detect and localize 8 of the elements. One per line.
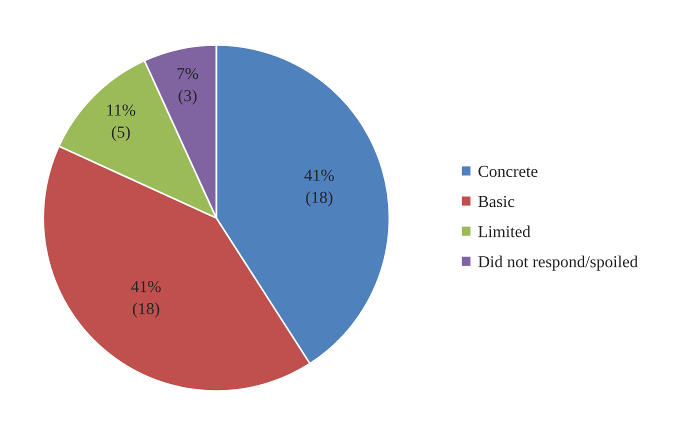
legend-label: Concrete [478,166,538,177]
data-label: 41% (18) [131,280,161,318]
data-label: 41% (18) [304,170,334,206]
data-label: 11% (5) [107,104,136,142]
legend-label: Limited [478,226,530,238]
legend-label: Did not respond/spoiled [478,256,638,271]
data-label: 7% (3) [178,68,198,105]
legend-label: Basic [478,196,514,208]
